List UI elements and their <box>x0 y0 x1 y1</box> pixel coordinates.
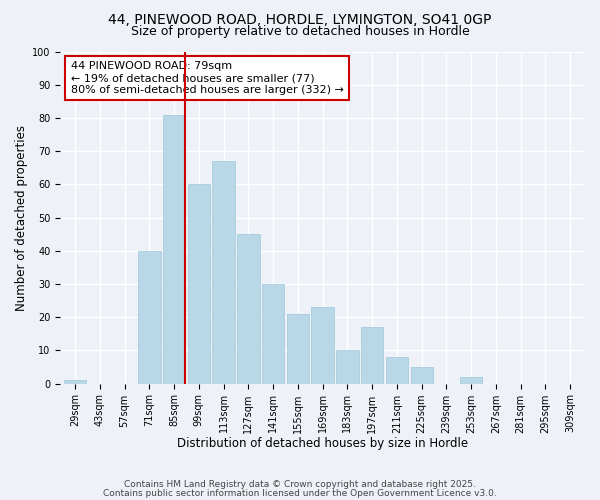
Bar <box>212 161 235 384</box>
Bar <box>64 380 86 384</box>
Y-axis label: Number of detached properties: Number of detached properties <box>15 124 28 310</box>
Text: Contains HM Land Registry data © Crown copyright and database right 2025.: Contains HM Land Registry data © Crown c… <box>124 480 476 489</box>
Bar <box>386 357 408 384</box>
Bar <box>410 367 433 384</box>
Bar <box>287 314 309 384</box>
Bar <box>188 184 210 384</box>
Bar <box>336 350 359 384</box>
Bar <box>262 284 284 384</box>
Bar <box>237 234 260 384</box>
Bar <box>163 114 185 384</box>
Text: 44 PINEWOOD ROAD: 79sqm
← 19% of detached houses are smaller (77)
80% of semi-de: 44 PINEWOOD ROAD: 79sqm ← 19% of detache… <box>71 62 344 94</box>
X-axis label: Distribution of detached houses by size in Hordle: Distribution of detached houses by size … <box>177 437 468 450</box>
Bar <box>311 307 334 384</box>
Text: Size of property relative to detached houses in Hordle: Size of property relative to detached ho… <box>131 25 469 38</box>
Bar <box>460 377 482 384</box>
Bar <box>138 251 161 384</box>
Bar <box>361 327 383 384</box>
Text: 44, PINEWOOD ROAD, HORDLE, LYMINGTON, SO41 0GP: 44, PINEWOOD ROAD, HORDLE, LYMINGTON, SO… <box>109 12 491 26</box>
Text: Contains public sector information licensed under the Open Government Licence v3: Contains public sector information licen… <box>103 488 497 498</box>
